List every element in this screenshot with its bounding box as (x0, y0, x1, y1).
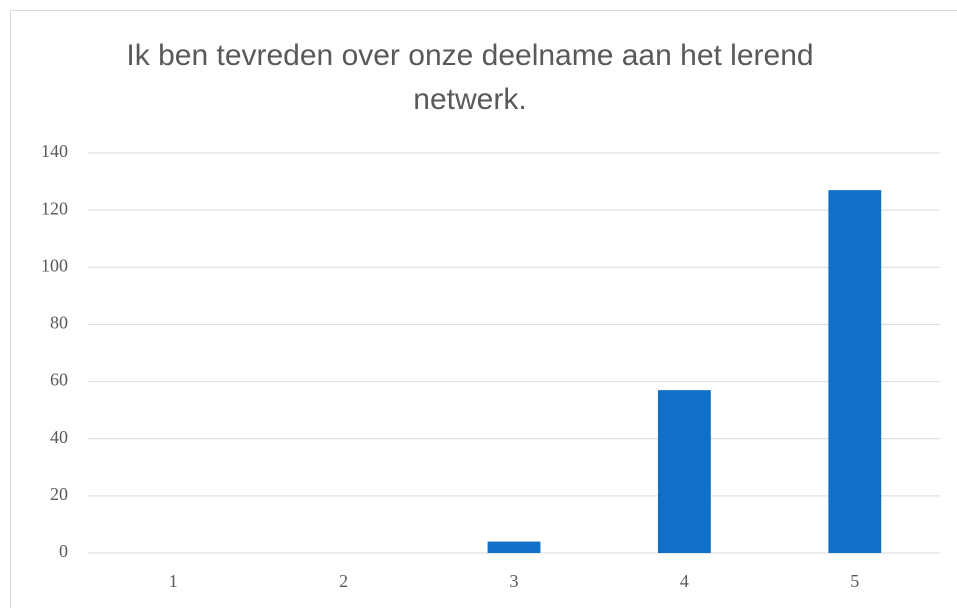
x-tick-label: 2 (339, 571, 348, 591)
y-tick-label: 0 (59, 541, 68, 561)
y-tick-label: 20 (50, 484, 68, 504)
y-tick-label: 80 (50, 313, 68, 333)
x-tick-label: 1 (169, 571, 178, 591)
y-tick-label: 40 (50, 427, 68, 447)
y-tick-label: 100 (41, 255, 68, 275)
x-tick-label: 4 (680, 571, 689, 591)
bar (657, 390, 711, 553)
x-tick-label: 3 (510, 571, 519, 591)
y-tick-label: 140 (41, 141, 68, 161)
bar (828, 190, 882, 553)
bar (487, 541, 541, 553)
y-tick-label: 120 (41, 198, 68, 218)
y-tick-label: 60 (50, 370, 68, 390)
chart-title: Ik ben tevreden over onze deelname aan h… (126, 39, 814, 116)
x-tick-label: 5 (850, 571, 859, 591)
chart-border (10, 10, 957, 608)
